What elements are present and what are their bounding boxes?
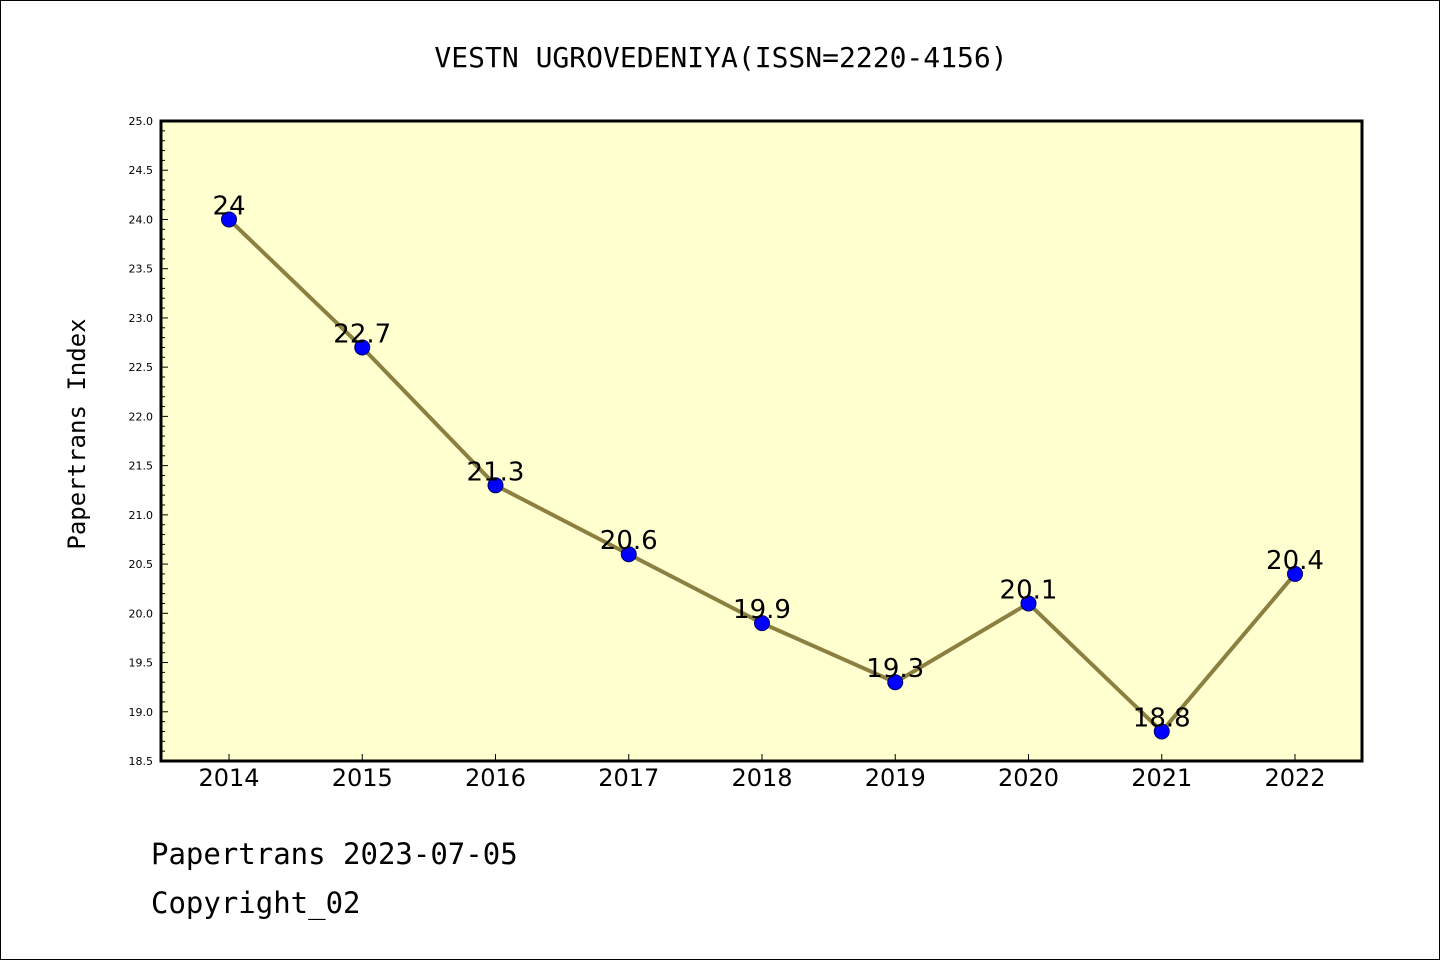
y-tick-label: 24.5	[129, 164, 154, 177]
data-label: 24	[212, 191, 245, 221]
x-tick-label: 2022	[1264, 764, 1325, 792]
x-tick-label: 2017	[598, 764, 659, 792]
data-label: 21.3	[467, 457, 525, 487]
y-tick-label: 22.5	[129, 361, 154, 374]
chart-title: VESTN UGROVEDENIYA(ISSN=2220-4156)	[434, 41, 1007, 74]
data-label: 19.9	[733, 595, 791, 625]
plot-frame	[159, 119, 1364, 763]
x-tick-label: 2014	[198, 764, 259, 792]
plot-area	[161, 121, 1362, 761]
y-tick-label: 25.0	[129, 115, 154, 128]
data-point-group	[221, 211, 1303, 740]
data-label: 22.7	[333, 319, 391, 349]
x-tick-label: 2020	[998, 764, 1059, 792]
data-label-group: 24 22.7 21.3 20.6 19.9 19.3 20.1 18.8 20.4	[212, 191, 1323, 733]
y-tick-label: 20.5	[129, 558, 154, 571]
y-tick-label: 23.0	[129, 312, 154, 325]
data-point	[221, 211, 237, 228]
y-tick-label: 23.5	[129, 263, 154, 276]
x-tick-label: 2016	[465, 764, 526, 792]
y-axis: 18.5 19.0 19.5 20.0 20.5 21.0 21.5 22.0 22.5 23.0…	[129, 115, 168, 768]
y-tick-label: 19.0	[129, 706, 154, 719]
y-tick-label: 20.0	[129, 607, 154, 620]
data-point	[354, 339, 371, 356]
data-point	[887, 674, 904, 691]
data-point	[1020, 595, 1037, 612]
data-label: 20.1	[1000, 575, 1058, 605]
data-point	[487, 477, 504, 494]
y-tick-label: 18.5	[129, 755, 154, 768]
y-tick-label: 19.5	[129, 657, 154, 670]
data-point	[754, 615, 770, 632]
x-tick-label: 2015	[332, 764, 393, 792]
x-tick-label: 2019	[865, 764, 926, 792]
x-tick-label: 2018	[731, 764, 792, 792]
y-axis-label: Papertrans Index	[63, 318, 91, 549]
y-tick-label: 21.5	[129, 460, 154, 473]
data-point	[1287, 565, 1303, 582]
y-tick-label: 24.0	[129, 213, 154, 226]
data-label: 18.8	[1133, 703, 1191, 733]
y-tick-label: 22.0	[129, 410, 154, 423]
x-axis: 2014 2015 2016 2017 2018 2019 2020 2021 2022	[198, 754, 1326, 792]
footer-copyright: Copyright_02	[151, 886, 361, 920]
data-label: 20.6	[600, 526, 658, 556]
data-label: 20.4	[1266, 546, 1324, 576]
data-label: 19.3	[866, 654, 924, 684]
data-point	[1153, 723, 1170, 740]
y-tick-label: 21.0	[129, 509, 154, 522]
data-point	[620, 546, 637, 563]
footer-date: Papertrans 2023-07-05	[151, 837, 518, 871]
x-tick-label: 2021	[1131, 764, 1192, 792]
